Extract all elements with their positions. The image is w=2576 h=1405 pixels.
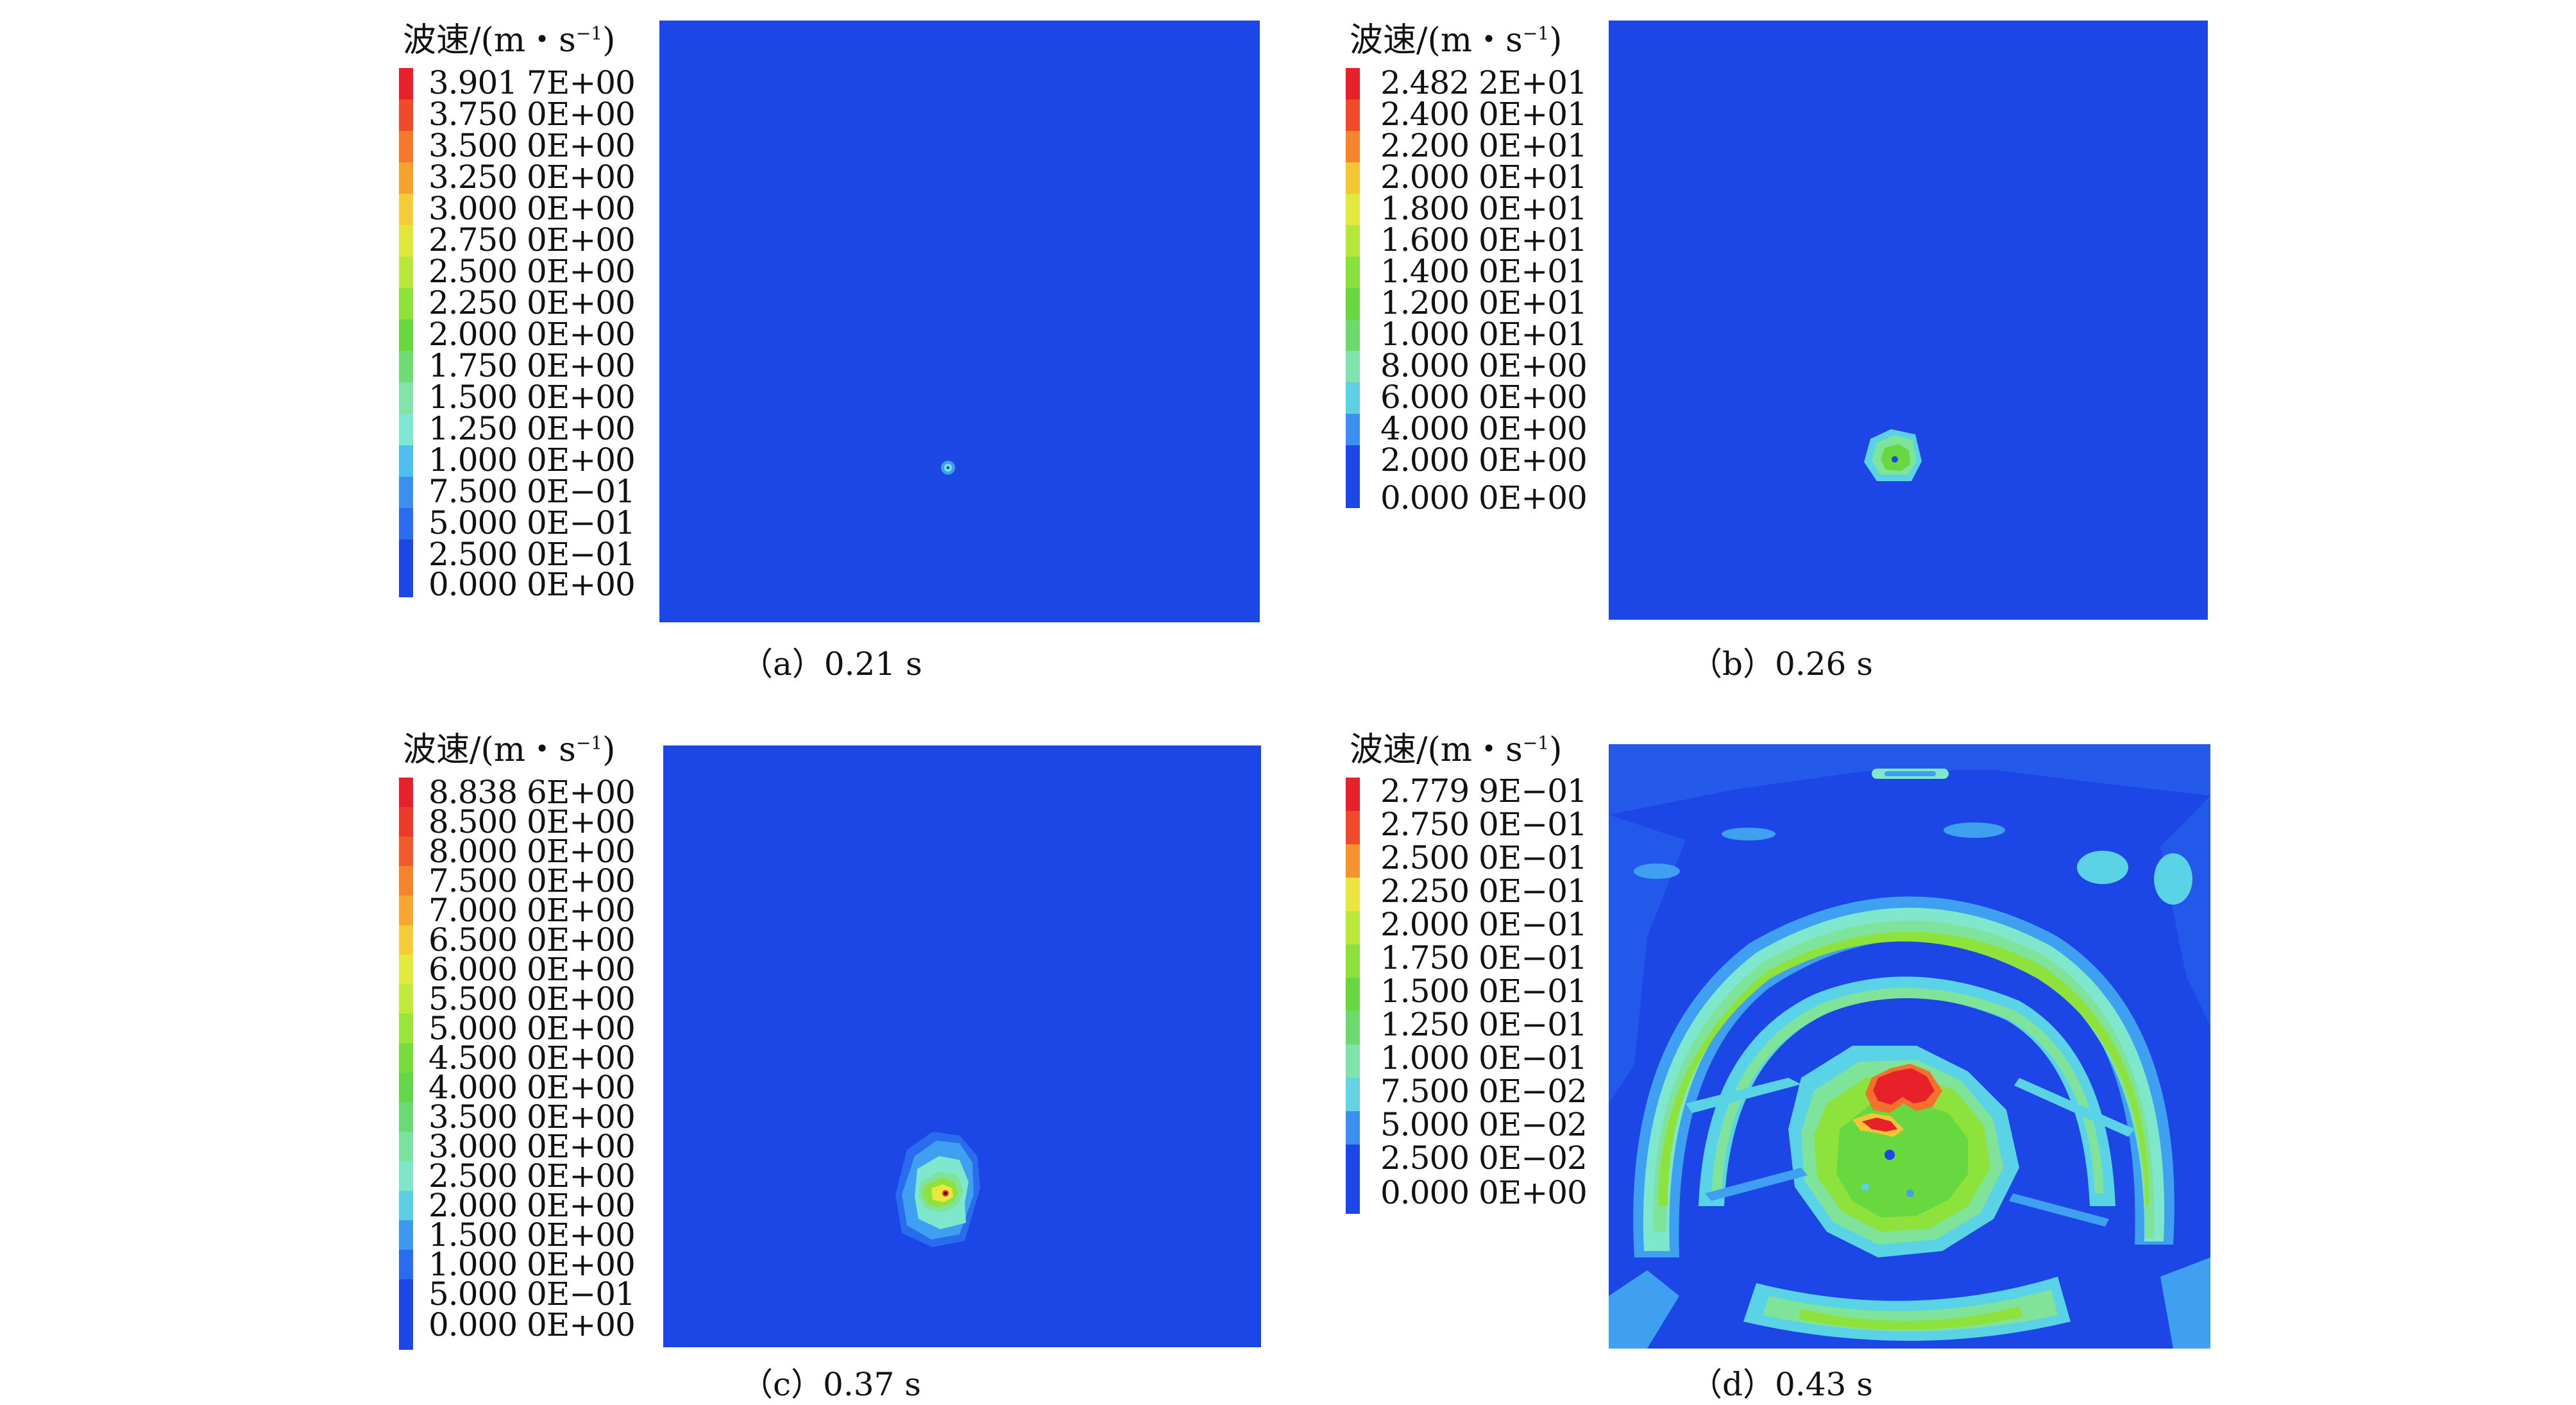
tick-label: 7.500 0E−02 — [1380, 1073, 1588, 1110]
tick-label: 2.250 0E−01 — [1380, 873, 1588, 910]
tick-label: 4.000 0E+00 — [428, 1069, 636, 1106]
tick-label: 1.500 0E+00 — [428, 379, 636, 416]
tick-label: 1.750 0E+00 — [428, 347, 636, 384]
tick-label: 2.500 0E−02 — [1380, 1139, 1588, 1177]
tick-label: 8.500 0E+00 — [428, 803, 636, 840]
tick-label: 2.200 0E+01 — [1380, 127, 1588, 164]
legend-title-d: 波速/(m・s−1) — [1350, 731, 1563, 769]
wave-field-plot-c — [663, 745, 1261, 1347]
tick-label: 0.000 0E+00 — [428, 1306, 636, 1343]
caption-d: （d）0.43 s — [1690, 1366, 1873, 1403]
panel-d: 波速/(m・s−1) 2.779 9E−01 2.750 0E−01 2.500… — [0, 0, 2210, 1403]
caption-c: （c）0.37 s — [741, 1366, 921, 1403]
tick-label: 1.000 0E+00 — [428, 441, 636, 479]
tick-label: 1.000 0E+01 — [1380, 316, 1588, 353]
tick-label: 4.000 0E+00 — [1380, 410, 1588, 447]
tick-label: 7.500 0E−01 — [428, 473, 636, 510]
colorbar-a — [399, 68, 413, 598]
tick-label: 2.250 0E+00 — [428, 284, 636, 321]
tick-label: 6.500 0E+00 — [428, 921, 636, 958]
tick-label: 8.000 0E+00 — [428, 833, 636, 870]
caption-b: （b）0.26 s — [1690, 645, 1873, 683]
tick-label: 1.000 0E−01 — [1380, 1039, 1588, 1077]
tick-label: 2.500 0E+00 — [428, 1157, 636, 1195]
tick-label: 2.000 0E−01 — [1380, 906, 1588, 943]
tick-label: 2.500 0E+00 — [428, 253, 636, 290]
tick-label: 1.800 0E+01 — [1380, 190, 1588, 227]
tick-label: 5.500 0E+00 — [428, 980, 636, 1018]
tick-label: 8.000 0E+00 — [1380, 347, 1588, 384]
tick-label: 1.250 0E+00 — [428, 410, 636, 447]
colorbar-c — [399, 778, 413, 1350]
panel-a: 波速/(m・s−1) 3.901 7E+00 3.750 0E+00 3.500… — [0, 0, 1260, 683]
tick-label: 4.500 0E+00 — [428, 1039, 636, 1077]
tick-label: 2.000 0E+00 — [1380, 441, 1588, 479]
tick-label: 5.000 0E−02 — [1380, 1106, 1588, 1143]
tick-label: 6.000 0E+00 — [1380, 379, 1588, 416]
caption-a: （a）0.21 s — [741, 645, 922, 683]
tick-label: 1.200 0E+01 — [1380, 284, 1588, 321]
tick-label: 5.000 0E+00 — [428, 1010, 636, 1047]
legend-title-c: 波速/(m・s−1) — [403, 731, 616, 769]
tick-label: 3.500 0E+00 — [428, 127, 636, 164]
tick-label: 3.901 7E+00 — [428, 64, 636, 101]
colorbar-b — [1346, 68, 1360, 508]
tick-label: 1.500 0E+00 — [428, 1216, 636, 1254]
tick-label: 2.750 0E+00 — [428, 221, 636, 259]
tick-label: 2.000 0E+01 — [1380, 158, 1588, 196]
legend-title-b: 波速/(m・s−1) — [1350, 21, 1563, 60]
wave-field-plot-d — [1609, 744, 2210, 1349]
tick-label: 1.750 0E−01 — [1380, 939, 1588, 976]
tick-label: 2.000 0E+00 — [428, 1187, 636, 1224]
tick-label: 3.750 0E+00 — [428, 96, 636, 133]
tick-label: 5.000 0E−01 — [428, 1275, 636, 1313]
tick-label: 1.250 0E−01 — [1380, 1006, 1588, 1043]
tick-label: 6.000 0E+00 — [428, 951, 636, 988]
legend-title-a: 波速/(m・s−1) — [403, 21, 616, 60]
tick-label: 1.600 0E+01 — [1380, 221, 1588, 259]
tick-label: 1.500 0E−01 — [1380, 973, 1588, 1010]
tick-label: 5.000 0E−01 — [428, 504, 636, 541]
tick-label: 3.250 0E+00 — [428, 158, 636, 196]
tick-label: 2.779 9E−01 — [1380, 772, 1588, 810]
tick-label: 8.838 6E+00 — [428, 774, 636, 811]
tick-label: 2.750 0E−01 — [1380, 806, 1588, 843]
tick-label: 2.500 0E−01 — [428, 536, 636, 573]
tick-label: 0.000 0E+00 — [1380, 1174, 1588, 1211]
tick-label: 7.500 0E+00 — [428, 862, 636, 899]
tick-label: 0.000 0E+00 — [1380, 479, 1588, 516]
tick-label: 1.400 0E+01 — [1380, 253, 1588, 290]
panel-b: 波速/(m・s−1) 2.482 2E+01 2.400 0E+01 2.200… — [0, 0, 2208, 683]
wave-field-plot-b — [1609, 21, 2208, 620]
tick-label: 2.500 0E−01 — [1380, 839, 1588, 876]
tick-label: 1.000 0E+00 — [428, 1246, 636, 1283]
tick-label: 3.500 0E+00 — [428, 1098, 636, 1136]
tick-label: 2.000 0E+00 — [428, 316, 636, 353]
tick-label: 2.400 0E+01 — [1380, 96, 1588, 133]
colorbar-d — [1346, 778, 1360, 1214]
tick-label: 2.482 2E+01 — [1380, 64, 1588, 101]
tick-label: 3.000 0E+00 — [428, 190, 636, 227]
panel-c: 波速/(m・s−1) 8.838 6E+00 8.500 0E+00 8.000… — [0, 0, 1261, 1403]
tick-label: 0.000 0E+00 — [428, 566, 636, 603]
tick-label: 3.000 0E+00 — [428, 1128, 636, 1165]
tick-label: 7.000 0E+00 — [428, 892, 636, 929]
wave-field-plot-a — [659, 21, 1260, 622]
